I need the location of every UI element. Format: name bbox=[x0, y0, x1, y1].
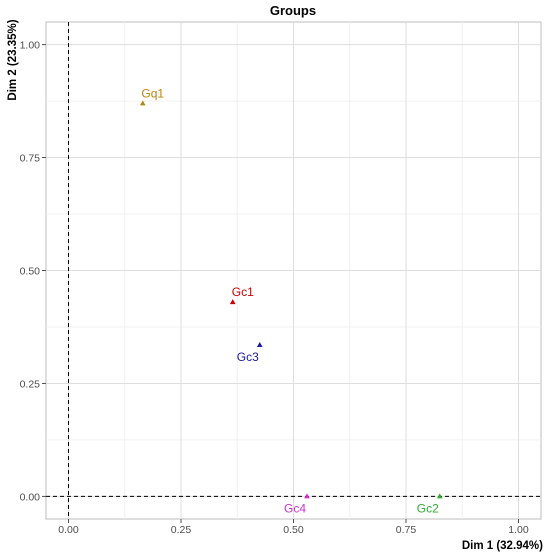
point-label: Gc1 bbox=[232, 285, 254, 299]
point-marker bbox=[229, 299, 236, 305]
y-tick-label: 1.00 bbox=[20, 40, 41, 52]
x-tick-label: 0.00 bbox=[58, 524, 79, 536]
data-points: Gq1 Gc1 Gc3 Gc4 Gc2 bbox=[139, 86, 443, 515]
y-tick-label: 0.75 bbox=[20, 153, 41, 165]
x-tick-label: 1.00 bbox=[508, 524, 529, 536]
y-axis-label: Dim 2 (23.35%) bbox=[7, 19, 19, 100]
point-label: Gc4 bbox=[284, 501, 306, 515]
point-marker bbox=[256, 342, 263, 348]
reference-lines bbox=[46, 22, 541, 519]
point-label: Gq1 bbox=[141, 86, 164, 100]
point-marker bbox=[436, 493, 443, 499]
x-axis-label: Dim 1 (32.94%) bbox=[462, 540, 543, 552]
x-tick-label: 0.75 bbox=[396, 524, 417, 536]
chart-title: Groups bbox=[270, 3, 316, 18]
y-tick-label: 0.25 bbox=[20, 378, 41, 390]
point-marker bbox=[304, 493, 310, 499]
y-tick-label: 0.00 bbox=[20, 491, 41, 503]
x-tick-label: 0.50 bbox=[283, 524, 304, 536]
x-axis-ticks: 0.00 0.25 0.50 0.75 1.00 bbox=[58, 519, 529, 536]
point-label: Gc3 bbox=[237, 350, 259, 364]
y-tick-label: 0.50 bbox=[20, 266, 41, 278]
point-label: Gc2 bbox=[417, 501, 439, 515]
x-tick-label: 0.25 bbox=[171, 524, 192, 536]
point-marker bbox=[139, 100, 146, 106]
y-axis-ticks: 0.00 0.25 0.50 0.75 1.00 bbox=[20, 40, 46, 503]
